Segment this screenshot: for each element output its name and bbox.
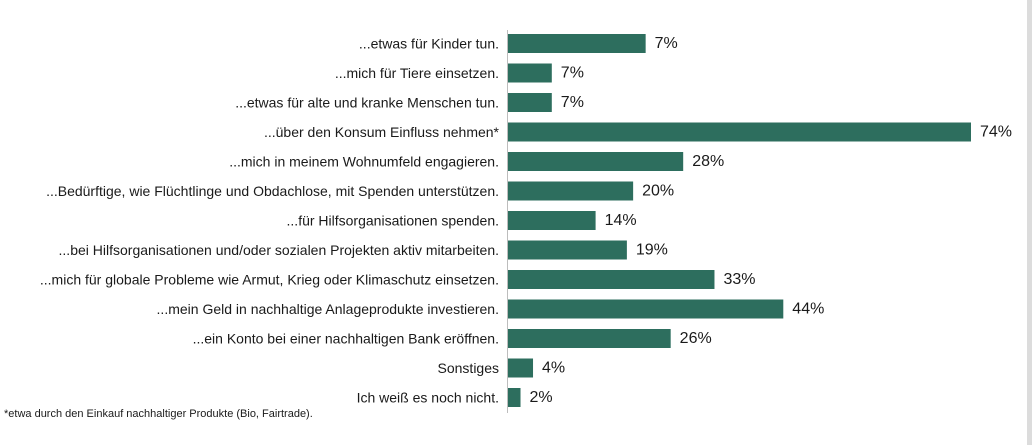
value-label: 26% (680, 330, 712, 347)
category-label: ...für Hilfsorganisationen spenden. (287, 213, 499, 229)
value-label: 44% (792, 301, 824, 318)
value-label: 7% (561, 65, 584, 82)
bar (508, 181, 634, 201)
bar (508, 93, 552, 112)
bar (508, 329, 671, 348)
bar (508, 270, 715, 289)
bar (508, 388, 521, 407)
value-label: 2% (530, 389, 553, 406)
value-label: 74% (980, 124, 1012, 141)
value-label: 33% (723, 271, 755, 288)
bars-group: ...etwas für Kinder tun. 7% ...mich für Ti… (40, 34, 1012, 407)
category-label: ...ein Konto bei einer nachhaltigen Bank… (193, 331, 499, 347)
bar (508, 122, 971, 142)
category-label: Ich weiß es noch nicht. (357, 390, 499, 406)
value-label: 20% (642, 183, 674, 200)
bar (508, 34, 646, 53)
bar (508, 211, 596, 230)
footnote: *etwa durch den Einkauf nachhaltiger Pro… (4, 408, 313, 420)
category-label: ...etwas für Kinder tun. (359, 36, 499, 52)
bar (508, 152, 684, 171)
category-label: ...mich für Tiere einsetzen. (335, 65, 499, 81)
value-label: 4% (542, 360, 565, 377)
value-label: 14% (605, 212, 637, 229)
category-label: ...über den Konsum Einfluss nehmen* (264, 124, 500, 140)
bar (508, 63, 552, 83)
category-label: ...mich in meinem Wohnumfeld engagieren. (229, 154, 499, 170)
category-label: ...mein Geld in nachhaltige Anlageproduk… (157, 301, 499, 317)
bar (508, 299, 784, 319)
category-label: Sonstiges (438, 360, 499, 376)
category-label: ...Bedürftige, wie Flüchtlinge und Obdac… (46, 183, 499, 199)
bar (508, 240, 627, 260)
window-edge (1027, 0, 1032, 445)
category-label: ...mich für globale Probleme wie Armut, … (40, 272, 499, 288)
value-label: 7% (561, 94, 584, 111)
value-label: 28% (692, 153, 724, 170)
value-label: 7% (655, 35, 678, 52)
category-label: ...etwas für alte und kranke Menschen tu… (235, 95, 499, 111)
category-label: ...bei Hilfsorganisationen und/oder sozi… (59, 242, 499, 258)
value-label: 19% (636, 242, 668, 259)
bar (508, 358, 534, 378)
